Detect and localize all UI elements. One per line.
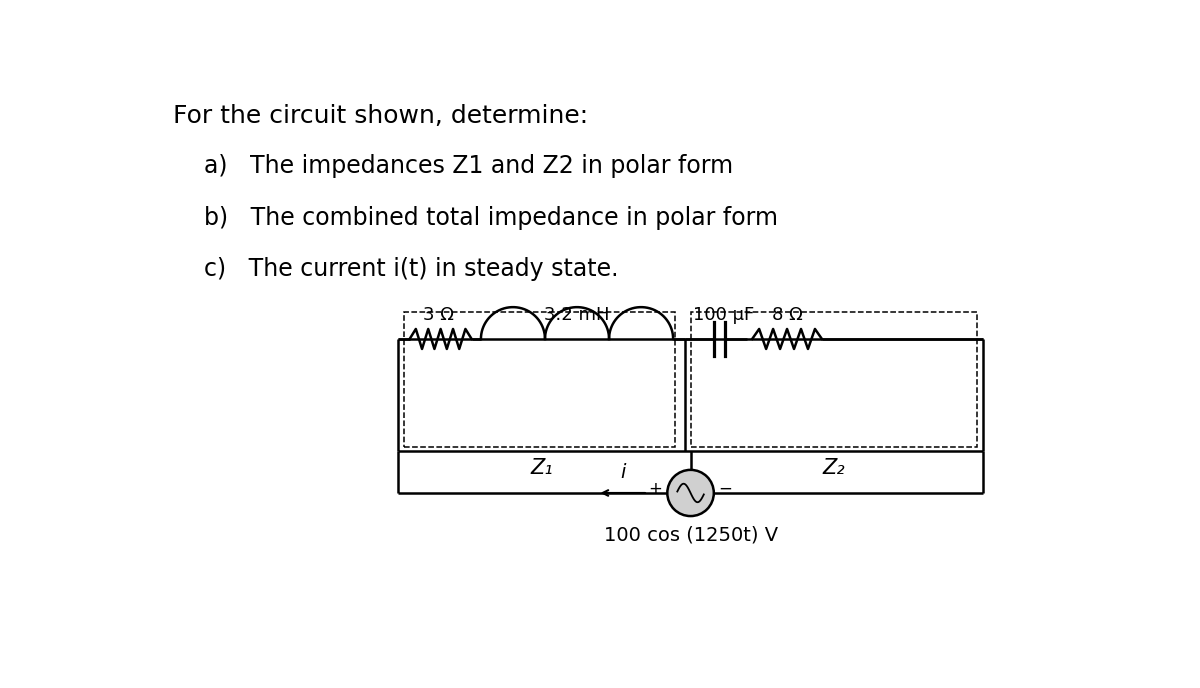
Text: For the circuit shown, determine:: For the circuit shown, determine: (173, 104, 588, 128)
Bar (691, 312, 977, 447)
Text: 3 Ω: 3 Ω (424, 305, 454, 323)
Text: 3.2 mH: 3.2 mH (545, 305, 610, 323)
Text: 100 cos (1250t) V: 100 cos (1250t) V (604, 526, 778, 544)
Text: +: + (649, 480, 662, 498)
Text: i: i (620, 463, 625, 482)
Text: Z₂: Z₂ (823, 458, 845, 478)
Text: 8 Ω: 8 Ω (772, 305, 803, 323)
Text: c)   The current i(t) in steady state.: c) The current i(t) in steady state. (204, 257, 619, 281)
Text: b)   The combined total impedance in polar form: b) The combined total impedance in polar… (204, 206, 779, 230)
Circle shape (667, 470, 714, 516)
Text: 100 μF: 100 μF (692, 305, 754, 323)
Text: a)   The impedances Z1 and Z2 in polar form: a) The impedances Z1 and Z2 in polar for… (204, 154, 733, 178)
Text: −: − (719, 480, 732, 498)
Text: Z₁: Z₁ (530, 458, 553, 478)
Bar (404, 312, 674, 447)
